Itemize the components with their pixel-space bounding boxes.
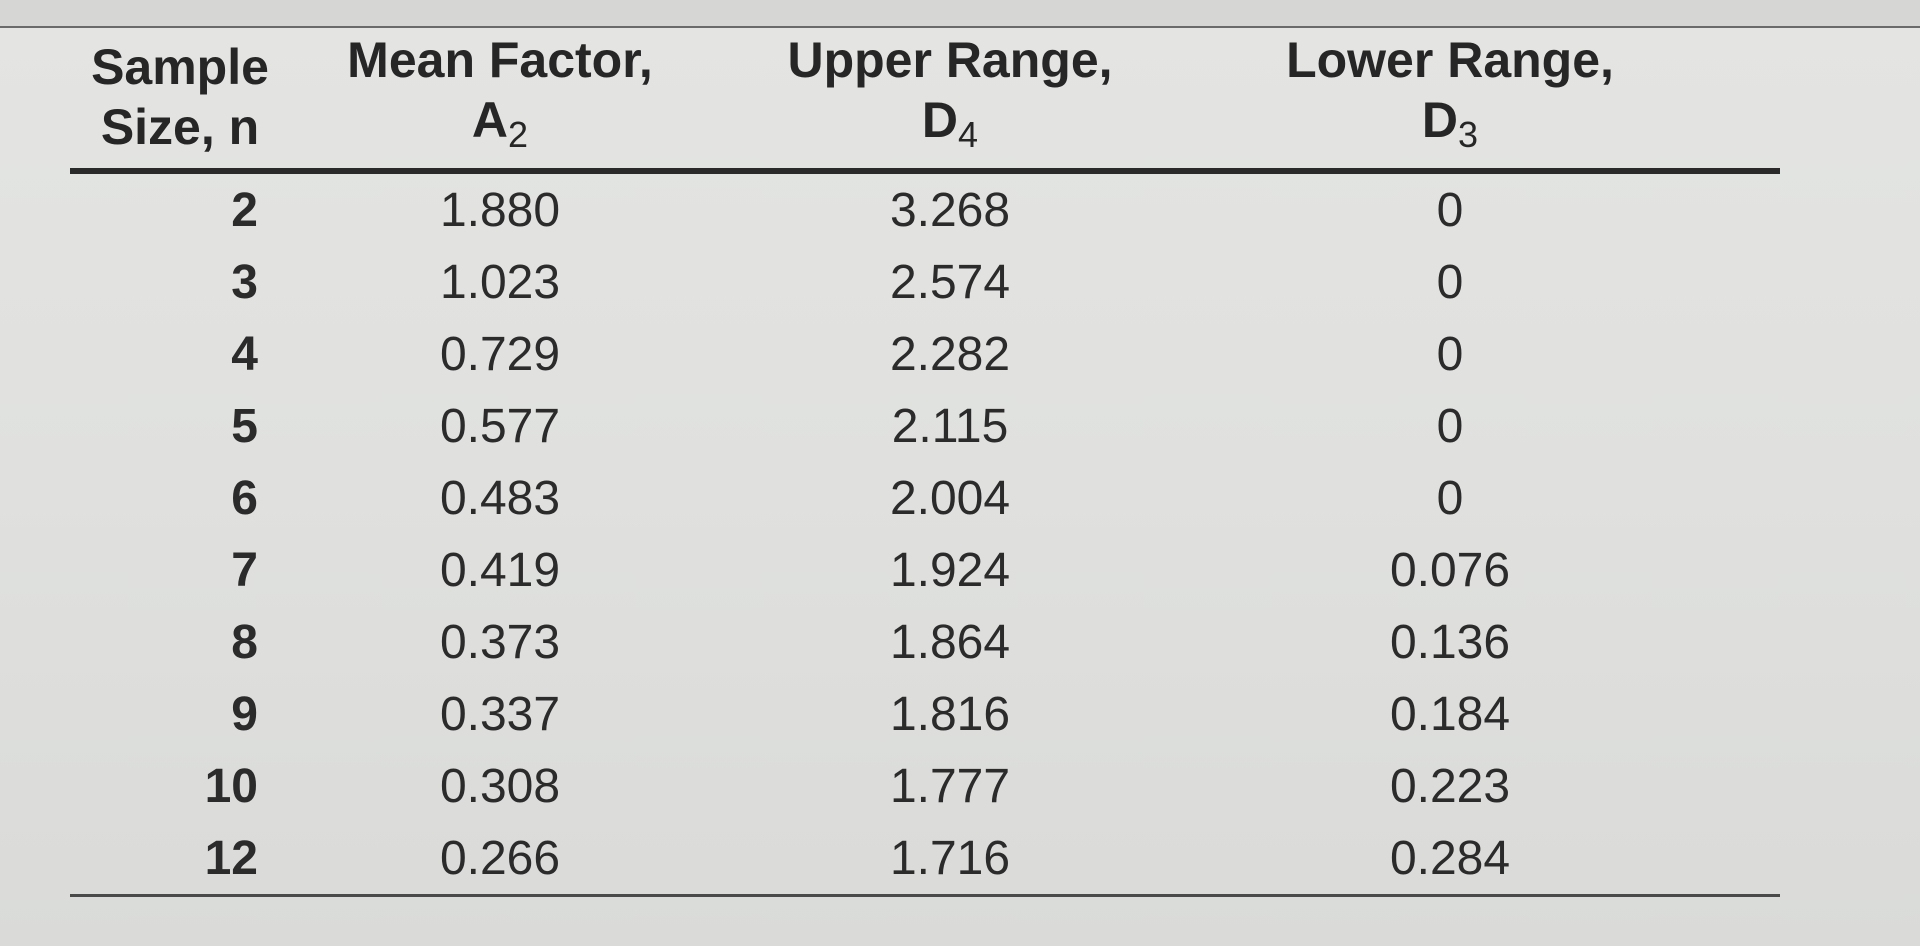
- header-row: Sample Size, n Mean Factor, A2 Upper Ran…: [70, 26, 1780, 174]
- table-row: 2 1.880 3.268 0: [70, 171, 1780, 246]
- cell-lower-range: 0.184: [1389, 687, 1511, 741]
- cell-mean-factor: 0.266: [290, 822, 750, 897]
- table-row: 3 1.023 2.574 0: [70, 246, 1780, 318]
- header-lower-range: Lower Range, D3: [1210, 26, 1780, 174]
- header-mean-factor-line1: Mean Factor,: [347, 31, 653, 88]
- control-chart-factors-table: Sample Size, n Mean Factor, A2 Upper Ran…: [70, 26, 1780, 897]
- header-sample-size-line1: Sample: [91, 39, 269, 95]
- cell-upper-range: 2.282: [889, 327, 1011, 381]
- header-upper-range: Upper Range, D4: [750, 26, 1210, 174]
- header-lower-range-line1: Lower Range,: [1286, 31, 1614, 88]
- table-row: 6 0.483 2.004 0: [70, 462, 1780, 534]
- table-body: 2 1.880 3.268 0 3 1.023 2.574 0 4 0.729 2.282 0 5 0.5…: [70, 171, 1780, 897]
- cell-sample-size: 5: [231, 399, 258, 453]
- table-row: 9 0.337 1.816 0.184: [70, 678, 1780, 750]
- header-mean-factor-symbol: A2: [471, 91, 529, 155]
- cell-upper-range: 1.777: [889, 759, 1011, 813]
- cell-sample-size: 3: [231, 255, 258, 309]
- table-row: 4 0.729 2.282 0: [70, 318, 1780, 390]
- cell-mean-factor: 0.577: [439, 399, 561, 453]
- cell-lower-range: 0: [1436, 327, 1464, 381]
- cell-mean-factor: 0.729: [439, 327, 561, 381]
- cell-upper-range: 2.115: [891, 399, 1009, 453]
- table-row: 5 0.577 2.115 0: [70, 390, 1780, 462]
- cell-lower-range: 0: [1436, 183, 1464, 237]
- cell-lower-range: 0: [1436, 471, 1464, 525]
- table-row: 12 0.266 1.716 0.284: [70, 822, 1780, 897]
- cell-upper-range: 2.574: [889, 255, 1011, 309]
- cell-lower-range: 0.223: [1389, 759, 1511, 813]
- cell-sample-size: 6: [231, 471, 258, 525]
- cell-sample-size: 4: [231, 327, 258, 381]
- cell-lower-range: 0.136: [1389, 615, 1511, 669]
- cell-upper-range: 1.816: [889, 687, 1011, 741]
- cell-sample-size: 12: [70, 822, 290, 897]
- table-row: 8 0.373 1.864 0.136: [70, 606, 1780, 678]
- header-lower-range-symbol: D3: [1421, 91, 1479, 155]
- cell-lower-range: 0.284: [1210, 822, 1780, 897]
- cell-mean-factor: 0.419: [439, 543, 561, 597]
- cell-mean-factor: 0.337: [439, 687, 561, 741]
- header-sample-size-line2: Size, n: [100, 99, 260, 155]
- cell-upper-range: 2.004: [889, 471, 1011, 525]
- cell-sample-size: 2: [231, 183, 258, 237]
- cell-upper-range: 1.864: [889, 615, 1011, 669]
- cell-lower-range: 0.076: [1389, 543, 1511, 597]
- table-row: 7 0.419 1.924 0.076: [70, 534, 1780, 606]
- cell-upper-range: 3.268: [889, 183, 1011, 237]
- cell-mean-factor: 0.308: [439, 759, 561, 813]
- header-sample-size: Sample Size, n: [70, 26, 290, 174]
- header-mean-factor: Mean Factor, A2: [290, 26, 750, 174]
- table-row: 10 0.308 1.777 0.223: [70, 750, 1780, 822]
- cell-sample-size: 8: [231, 615, 258, 669]
- header-upper-range-line1: Upper Range,: [787, 31, 1113, 88]
- cell-sample-size: 10: [204, 759, 258, 813]
- cell-lower-range: 0: [1436, 255, 1464, 309]
- cell-mean-factor: 0.483: [439, 471, 561, 525]
- cell-upper-range: 1.924: [889, 543, 1011, 597]
- cell-sample-size: 7: [231, 543, 258, 597]
- cell-lower-range: 0: [1436, 399, 1464, 453]
- cell-mean-factor: 0.373: [439, 615, 561, 669]
- top-rule: [0, 0, 1920, 28]
- cell-upper-range: 1.716: [750, 822, 1210, 897]
- cell-mean-factor: 1.023: [439, 255, 561, 309]
- cell-mean-factor: 1.880: [439, 183, 561, 237]
- cell-sample-size: 9: [231, 687, 258, 741]
- header-upper-range-symbol: D4: [921, 91, 979, 155]
- table-header: Sample Size, n Mean Factor, A2 Upper Ran…: [70, 26, 1780, 174]
